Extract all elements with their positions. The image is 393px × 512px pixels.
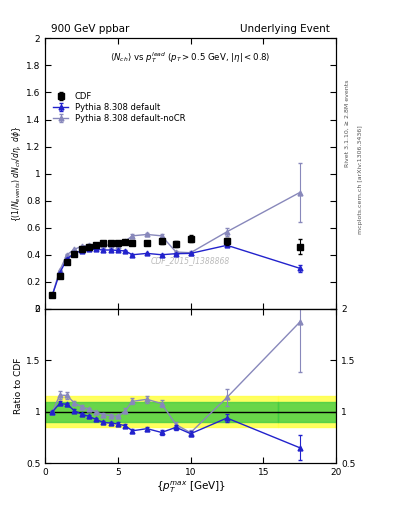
Legend: CDF, Pythia 8.308 default, Pythia 8.308 default-noCR: CDF, Pythia 8.308 default, Pythia 8.308 … <box>50 89 189 126</box>
Text: CDF_2015_I1388868: CDF_2015_I1388868 <box>151 255 230 265</box>
Text: Rivet 3.1.10, ≥ 2.8M events: Rivet 3.1.10, ≥ 2.8M events <box>345 79 350 166</box>
Y-axis label: $\{(1/N_{events})\ dN_{ch}/d\eta,\ d\phi\}$: $\{(1/N_{events})\ dN_{ch}/d\eta,\ d\phi… <box>10 125 23 222</box>
Text: $\langle N_{ch}\rangle$ vs $p_T^{lead}$ ($p_T > 0.5$ GeV, $|\eta| < 0.8$): $\langle N_{ch}\rangle$ vs $p_T^{lead}$ … <box>110 51 271 66</box>
Y-axis label: Ratio to CDF: Ratio to CDF <box>14 358 23 414</box>
Text: 900 GeV ppbar: 900 GeV ppbar <box>51 25 129 34</box>
Text: mcplots.cern.ch [arXiv:1306.3436]: mcplots.cern.ch [arXiv:1306.3436] <box>358 125 363 233</box>
X-axis label: $\{p_T^{max}\ [\mathrm{GeV}]\}$: $\{p_T^{max}\ [\mathrm{GeV}]\}$ <box>156 480 226 496</box>
Text: Underlying Event: Underlying Event <box>241 25 330 34</box>
